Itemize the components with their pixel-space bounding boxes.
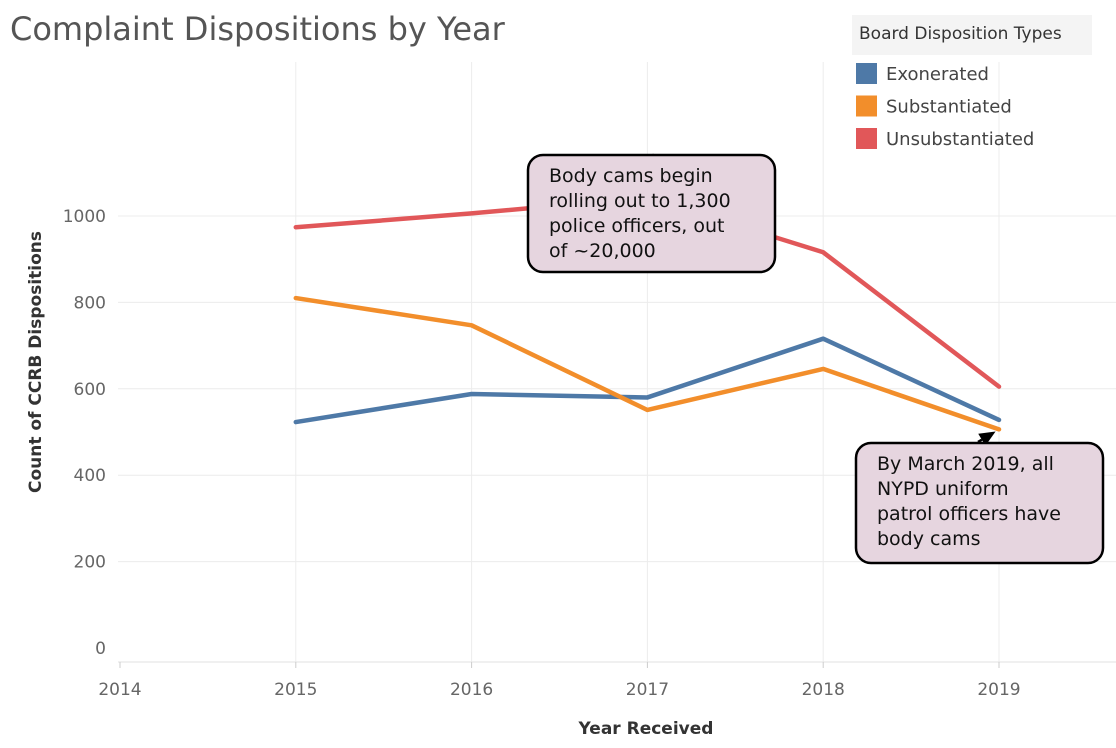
axes: 0 200 400 600 800 1000 2014 2015 2016 2017 2018 201… [63,207,1116,700]
annotation-text-line: rolling out to 1,300 [549,190,731,212]
x-tick-label: 2014 [98,680,141,700]
y-tick-label: 200 [74,553,106,573]
y-tick-label: 0 [95,639,106,659]
annotation-box [526,153,777,274]
annotation-text-line: police officers, out [549,215,724,237]
legend-label-substantiated: Substantiated [886,97,1012,118]
annotation-text-line: patrol officers have [877,503,1061,525]
legend: Board Disposition Types Exonerated Substa… [852,15,1092,150]
legend-label-unsubstantiated: Unsubstantiated [886,129,1034,150]
legend-swatch-unsubstantiated [856,128,877,149]
y-tick-label: 600 [74,380,106,400]
legend-swatch-substantiated [856,95,877,117]
x-tick-label: 2018 [802,680,845,700]
legend-title-background [852,15,1092,55]
annotation-text-line: NYPD uniform [877,478,1009,500]
annotation-text-line: By March 2019, all [877,453,1054,475]
x-axis-title: Year Received [578,719,714,739]
annotation-text-line: of ~20,000 [549,240,656,262]
annotations: Body cams begin rolling out to 1,300 polic… [526,153,1105,565]
y-tick-label: 800 [74,293,106,313]
y-axis-title: Count of CCRB Dispositions [26,231,46,493]
annotation-arrowhead [978,431,996,446]
annotation-box [854,441,1105,565]
y-tick-label: 400 [74,466,106,486]
legend-label-exonerated: Exonerated [886,64,989,85]
chart-title: Complaint Dispositions by Year [10,10,506,48]
annotation-text-line: Body cams begin [549,165,713,187]
legend-title: Board Disposition Types [859,24,1062,44]
legend-swatch-exonerated [856,63,877,84]
series-line-substantiated [293,295,1002,432]
series-line-exonerated [293,336,1002,425]
x-tick-label: 2016 [450,680,493,700]
annotation-callout-1: Body cams begin rolling out to 1,300 polic… [526,153,777,274]
annotation-arrow-line [977,438,983,444]
x-tick-label: 2017 [626,680,669,700]
annotation-callout-2: By March 2019, all NYPD uniform patrol off… [854,431,1105,565]
x-tick-label: 2019 [977,680,1020,700]
y-tick-label: 1000 [63,207,106,227]
x-tick-label: 2015 [274,680,317,700]
annotation-text-line: body cams [877,528,981,550]
